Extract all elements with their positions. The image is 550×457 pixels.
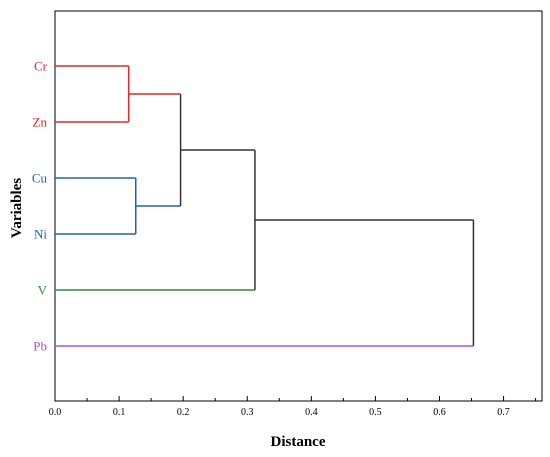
y-axis-title: Variables — [9, 178, 25, 238]
x-tick-label: 0.0 — [49, 407, 62, 418]
x-axis-ticks: 0.0 0.1 0.2 0.3 0.4 0.5 0.6 0.7 — [49, 396, 537, 418]
leaf-label-cu: Cu — [32, 171, 48, 186]
x-tick-label: 0.7 — [497, 407, 510, 418]
dendrogram-links — [55, 65, 475, 347]
leaf-label-pb: Pb — [33, 339, 47, 354]
leaf-label-v: V — [38, 283, 48, 298]
x-tick-label: 0.3 — [241, 407, 254, 418]
x-axis-title: Distance — [271, 434, 326, 450]
x-tick-label: 0.1 — [113, 407, 126, 418]
leaf-label-ni: Ni — [34, 227, 47, 242]
leaf-labels: Cr Zn Cu Ni V Pb — [32, 59, 48, 354]
x-tick-label: 0.2 — [177, 407, 190, 418]
leaf-label-zn: Zn — [33, 115, 48, 130]
leaf-label-cr: Cr — [34, 59, 48, 74]
x-tick-label: 0.6 — [433, 407, 446, 418]
x-tick-label: 0.5 — [369, 407, 382, 418]
plot-frame — [54, 10, 543, 402]
x-tick-label: 0.4 — [305, 407, 318, 418]
